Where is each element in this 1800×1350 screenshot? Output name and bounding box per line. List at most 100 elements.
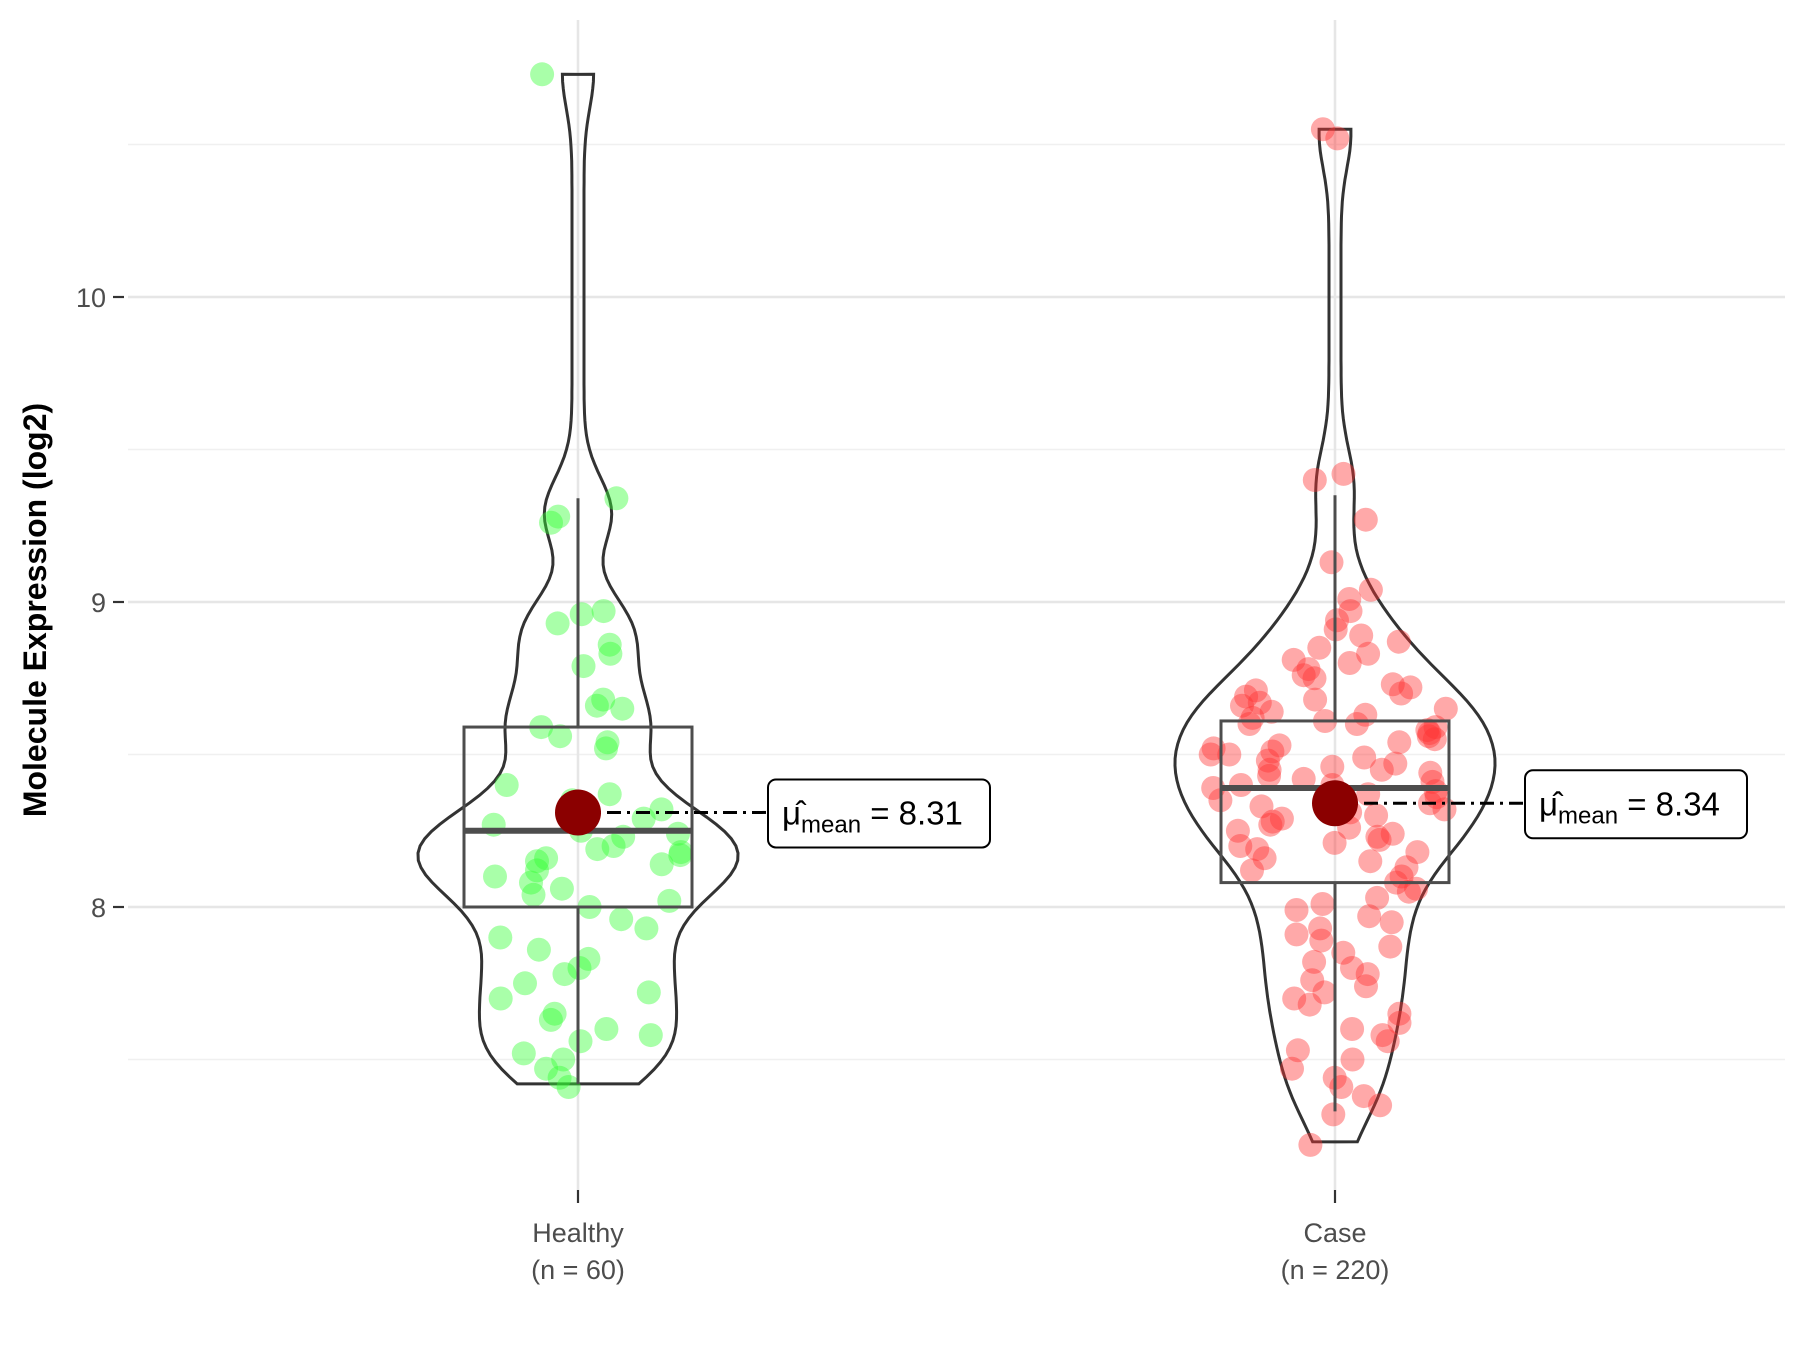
data-point [1325,608,1349,633]
axes: 8 9 10 Healthy (n = 60) Case (n = 220) [76,283,1389,1285]
data-point [1416,724,1441,749]
mean-label-box [1524,769,1748,840]
data-point [1320,754,1345,779]
data-point [1280,1056,1304,1081]
data-point [1234,684,1259,709]
data-point [1367,827,1392,852]
data-point [1225,818,1250,843]
data-point [1230,693,1254,718]
data-point [1354,974,1378,999]
data-point [1351,1084,1376,1109]
data-point [1310,117,1335,142]
mean-point [1312,780,1358,827]
data-point [631,806,656,831]
data-point [539,510,563,535]
data-point [1352,745,1377,770]
data-point [1331,461,1356,486]
data-point [1389,681,1414,706]
data-point [1364,803,1389,828]
data-point [1387,730,1412,755]
mean-point [555,789,601,836]
data-point [1325,126,1350,151]
data-point [571,654,596,679]
data-point [649,797,674,822]
x-tick-label-case: Case [1303,1218,1366,1248]
data-point [1307,635,1332,660]
data-point [547,1065,572,1090]
data-point [1284,898,1309,922]
data-point [1355,962,1380,987]
data-point [649,852,674,877]
data-point [1298,1132,1323,1157]
data-point [525,849,549,874]
data-point [1297,992,1322,1017]
data-point [1302,949,1327,974]
data-point [546,504,571,529]
data-point [1375,1029,1400,1054]
data-points [481,62,1458,1157]
box-iqr [1219,719,1451,885]
data-point [538,1007,563,1032]
data-point [556,1075,581,1099]
violins [416,72,1497,1144]
x-tick-label-healthy: Healthy [532,1218,624,1248]
data-point [1260,739,1285,764]
data-point [1237,712,1262,736]
data-point [488,986,513,1011]
mean-markers: μ̂mean = 8.31 μ̂mean = 8.34 [555,769,1748,849]
data-point [1260,809,1285,834]
data-point [634,916,659,941]
data-point [591,687,616,712]
data-point [584,693,609,718]
data-point [551,1047,576,1072]
data-point [1417,721,1442,746]
data-point [1243,678,1268,703]
data-point [1358,577,1383,602]
data-point [1337,587,1362,611]
data-point [488,925,513,950]
data-point [494,773,519,797]
data-point [1245,837,1270,862]
data-point [526,937,551,962]
data-point [1302,666,1327,691]
y-tick-label: 10 [76,283,106,313]
data-point [1370,1023,1395,1048]
data-point [1340,1047,1365,1072]
data-point [604,486,629,511]
data-point [585,837,610,862]
data-point [1358,849,1383,874]
data-point [1291,663,1316,688]
data-point [1291,766,1316,791]
data-point [545,611,570,636]
data-point [513,971,537,996]
y-tick-label: 8 [91,893,106,923]
data-point [534,846,559,871]
data-point [1228,834,1253,858]
data-point [1312,980,1337,1005]
data-point [521,882,546,907]
data-point [1321,1102,1346,1127]
x-tick-count-healthy: (n = 60) [531,1255,625,1285]
data-point [1198,742,1223,767]
data-point [1257,757,1282,782]
data-point [1422,727,1447,752]
data-point [568,1029,593,1054]
data-point [1240,705,1265,730]
data-point [569,602,594,627]
data-point [1365,885,1390,910]
data-point [598,641,623,666]
x-tick-count-case: (n = 220) [1281,1255,1390,1285]
data-point [610,696,635,721]
data-point [1433,696,1458,721]
data-point [1259,699,1284,724]
data-point [1296,657,1321,682]
data-point [638,1023,663,1048]
data-point [1387,1010,1412,1035]
data-point [548,724,573,749]
data-point [552,962,577,987]
data-point [1258,812,1283,837]
violin-case [1173,127,1497,1144]
data-point [1284,922,1309,947]
data-point [1249,794,1274,819]
data-point [594,1017,619,1041]
